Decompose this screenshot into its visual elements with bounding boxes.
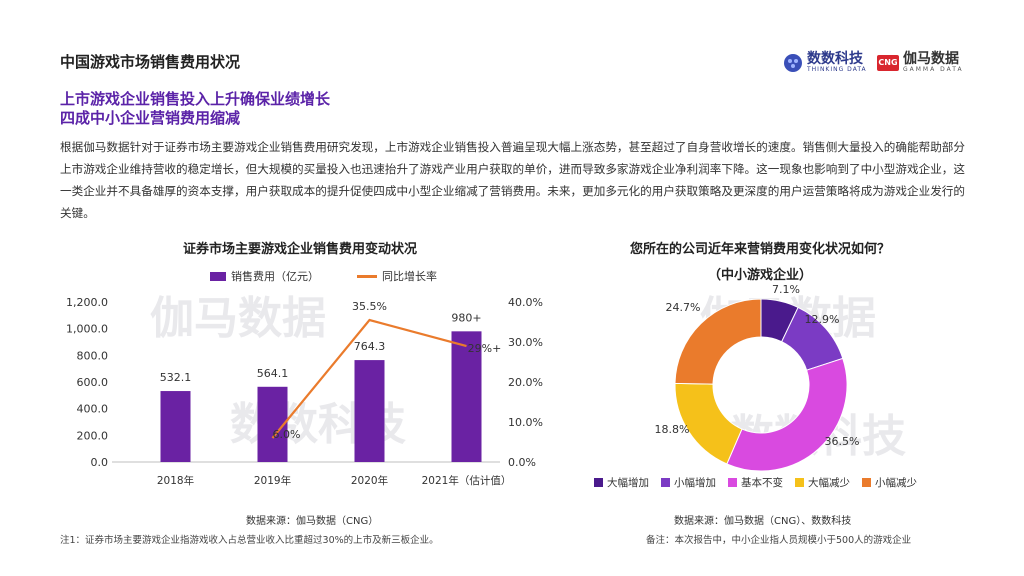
donut-legend-swatch — [661, 478, 670, 487]
headline-line-2: 四成中小企业营销费用缩减 — [60, 109, 241, 127]
donut-slice-label: 7.1% — [772, 283, 800, 296]
left-chart-title: 证券市场主要游戏企业销售费用变动状况 — [182, 242, 417, 257]
donut-slice-label: 36.5% — [825, 435, 860, 448]
thinkingdata-name-en: THINKING DATA — [807, 66, 867, 73]
donut-legend-swatch — [862, 478, 871, 487]
x-tick-label: 2021年（估计值） — [422, 474, 512, 487]
growth-point-label: 29%+ — [468, 342, 502, 355]
donut-legend-item: 基本不变 — [728, 475, 783, 490]
growth-point-label: 35.5% — [352, 300, 387, 313]
x-tick-label: 2020年 — [351, 474, 388, 487]
thinkingdata-logo: 数数科技 THINKING DATA — [783, 52, 867, 73]
bar-value-label: 764.3 — [354, 340, 386, 353]
headline: 上市游戏企业销售投入上升确保业绩增长 四成中小企业营销费用缩减 — [60, 90, 330, 128]
legend-label-line: 同比增长率 — [382, 270, 437, 283]
donut-slice-label: 12.9% — [805, 313, 840, 326]
donut-legend-label: 大幅减少 — [808, 477, 850, 489]
y-right-tick-label: 0.0% — [508, 456, 536, 469]
y-left-tick-label: 0.0 — [91, 456, 109, 469]
gamma-name: 伽马数据 — [903, 51, 959, 67]
y-left-tick-label: 1,200.0 — [66, 296, 108, 309]
donut-slice-4 — [674, 298, 762, 385]
y-left-tick-label: 600.0 — [77, 376, 109, 389]
legend-label-bar: 销售费用（亿元） — [231, 270, 319, 283]
growth-line — [271, 318, 467, 439]
x-tick-label: 2019年 — [254, 474, 291, 487]
donut-legend: 大幅增加 小幅增加 基本不变 大幅减少 小幅减少 — [594, 475, 929, 490]
donut-legend-item: 大幅增加 — [594, 475, 649, 490]
y-right-tick-label: 20.0% — [508, 376, 543, 389]
donut-legend-swatch — [795, 478, 804, 487]
right-chart-title: 您所在的公司近年来营销费用变化状况如何？ — [629, 242, 890, 257]
donut-legend-label: 基本不变 — [741, 477, 783, 489]
gamma-logo: CNG 伽马数据 GAMMA DATA — [877, 52, 964, 73]
donut-legend-label: 小幅减少 — [875, 477, 917, 489]
bar-3 — [451, 331, 482, 462]
y-left-tick-label: 800.0 — [77, 349, 109, 362]
gamma-name-en: GAMMA DATA — [903, 66, 964, 73]
left-chart-legend: 销售费用（亿元） 同比增长率 — [210, 268, 437, 284]
page-title: 中国游戏市场销售费用状况 — [60, 53, 241, 71]
right-chart-subtitle: （中小游戏企业） — [707, 268, 812, 283]
thinkingdata-name: 数数科技 — [807, 51, 863, 67]
legend-swatch-bar — [210, 271, 226, 281]
donut-slice-label: 24.7% — [666, 301, 701, 314]
donut-legend-item: 小幅减少 — [862, 475, 917, 490]
bar-value-label: 980+ — [451, 311, 481, 324]
x-tick-label: 2018年 — [157, 474, 194, 487]
growth-point-label: 6.0% — [273, 428, 301, 441]
bar-value-label: 564.1 — [257, 367, 289, 380]
headline-line-1: 上市游戏企业销售投入上升确保业绩增长 — [60, 90, 331, 108]
cng-badge: CNG — [877, 54, 899, 71]
donut-legend-label: 小幅增加 — [674, 477, 716, 489]
bar-0 — [160, 391, 191, 462]
donut-legend-item: 大幅减少 — [795, 475, 850, 490]
y-right-tick-label: 40.0% — [508, 296, 543, 309]
brain-icon — [784, 53, 802, 72]
donut-slice-label: 18.8% — [655, 423, 690, 436]
donut-slice-2 — [726, 357, 848, 472]
right-chart-note: 备注：本次报告中，中小企业指人员规模小于500人的游戏企业 — [646, 535, 912, 546]
left-chart-source: 数据来源：伽马数据（CNG） — [246, 516, 379, 527]
y-left-tick-label: 200.0 — [77, 429, 109, 442]
right-chart-source: 数据来源：伽马数据（CNG）、数数科技 — [674, 516, 852, 527]
donut-legend-swatch — [594, 478, 603, 487]
y-left-tick-label: 400.0 — [77, 403, 109, 416]
y-right-tick-label: 10.0% — [508, 416, 543, 429]
y-left-tick-label: 1,000.0 — [66, 323, 108, 336]
donut-legend-item: 小幅增加 — [661, 475, 716, 490]
legend-swatch-line — [357, 274, 377, 278]
donut-legend-swatch — [728, 478, 737, 487]
body-paragraph: 根据伽马数据针对于证券市场主要游戏企业销售费用研究发现，上市游戏企业销售投入普遍… — [60, 140, 965, 220]
donut-legend-label: 大幅增加 — [607, 477, 649, 489]
bar-2 — [354, 360, 385, 462]
left-chart-note: 注1：证券市场主要游戏企业指游戏收入占总营业收入比重超过30%的上市及新三板企业… — [60, 535, 439, 546]
bar-value-label: 532.1 — [160, 371, 192, 384]
y-right-tick-label: 30.0% — [508, 336, 543, 349]
